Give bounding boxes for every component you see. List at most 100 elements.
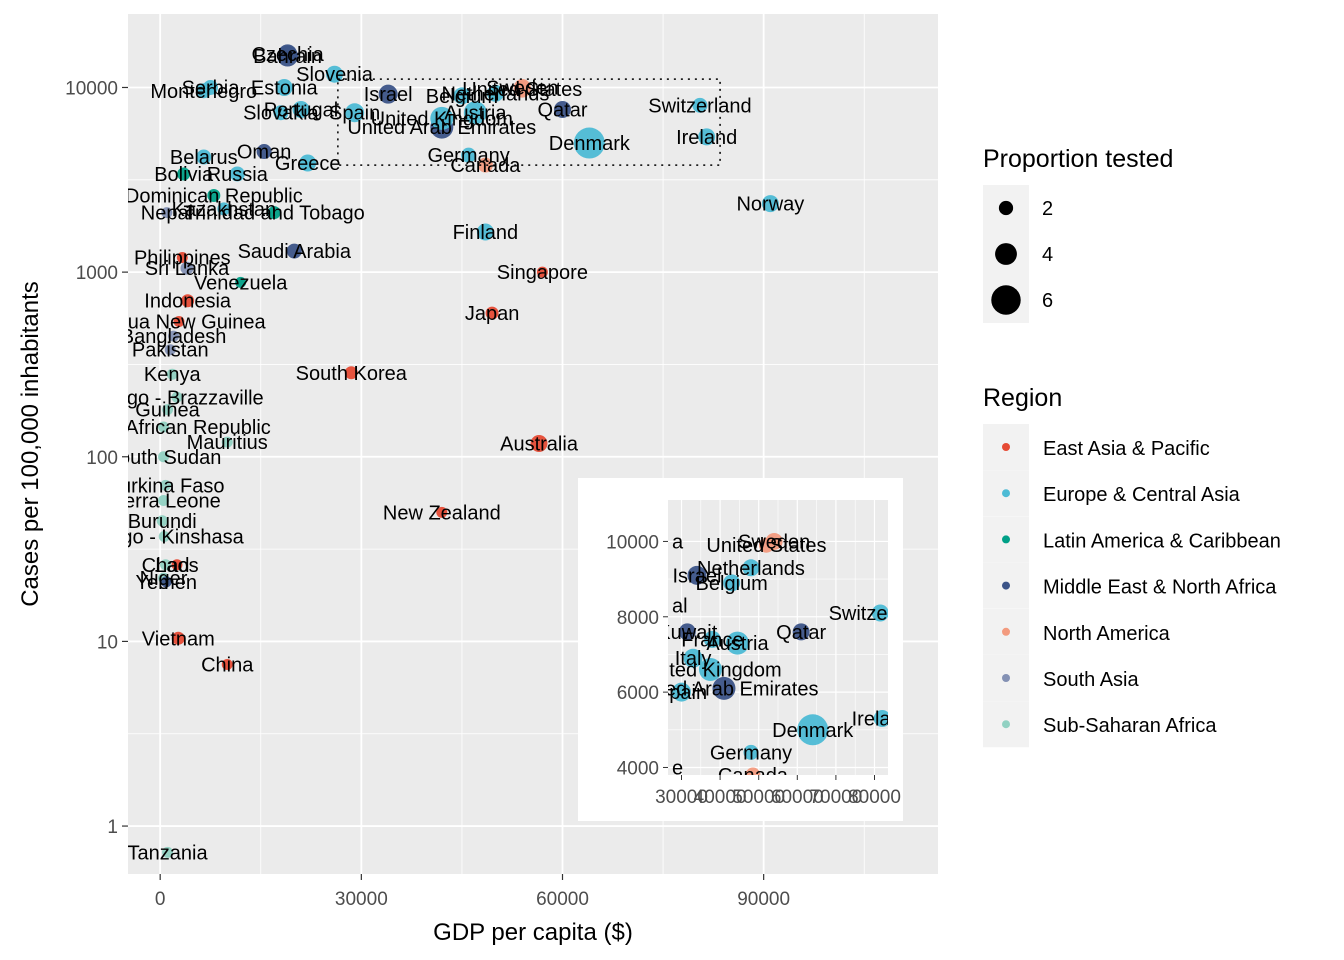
data-point (221, 436, 233, 448)
legend-color-label: Europe & Central Asia (1043, 484, 1241, 506)
data-point (486, 84, 504, 102)
data-point (378, 84, 398, 104)
x-tick-label: 60000 (536, 889, 589, 910)
data-point (530, 434, 548, 452)
point-label: South Korea (296, 363, 408, 385)
point-label: Burundi (128, 511, 197, 533)
inset-y-tick-label: 6000 (617, 683, 659, 704)
legend-size-title: Proportion tested (983, 145, 1173, 173)
inset-point-label: Israel (672, 565, 721, 587)
data-point (158, 451, 170, 463)
inset-point-label: United Arab Emirates (629, 678, 818, 700)
point-label: Greece (275, 153, 341, 175)
point-label: Netherlands (442, 83, 550, 105)
data-point (166, 368, 178, 380)
inset-point-label: Germany (710, 742, 792, 764)
point-label: Tanzania (128, 842, 209, 864)
point-label: Slovakia (243, 103, 319, 125)
point-label: Germany (428, 145, 510, 167)
data-point (476, 223, 494, 241)
data-point (463, 101, 487, 125)
data-point (273, 105, 289, 121)
point-label: Russia (207, 164, 269, 186)
point-label: Papua New Guinea (92, 312, 266, 334)
data-point (536, 266, 548, 278)
point-label: Nepal (141, 203, 193, 225)
point-label: Japan (465, 303, 520, 325)
legend-color-marker (1002, 674, 1010, 682)
data-point (171, 631, 185, 645)
data-point (345, 103, 365, 123)
point-label: China (201, 654, 254, 676)
data-point (430, 106, 454, 130)
data-point (196, 83, 212, 99)
inset-point-label: al (672, 595, 688, 617)
point-label: United Arab Emirates (347, 117, 536, 139)
point-label: Ireland (676, 127, 737, 149)
point-label: Central African Republic (56, 417, 271, 439)
inset-point-label: Denmark (772, 720, 854, 742)
point-label: Indonesia (144, 291, 232, 313)
inset-point-label: Belgium (696, 573, 768, 595)
point-label: Congo - Kinshasa (85, 526, 245, 548)
point-label: Singapore (497, 262, 588, 284)
legend-size-marker (991, 285, 1021, 315)
legend-color-label: South Asia (1043, 669, 1140, 691)
inset-point-label: Ireland (852, 708, 913, 730)
point-label: United States (462, 79, 582, 101)
legend-color-label: North America (1043, 623, 1171, 645)
point-label: Kazakhstan (172, 199, 277, 221)
data-point (299, 154, 317, 172)
data-point (217, 202, 231, 216)
data-point (485, 306, 499, 320)
legend-color-marker (1002, 535, 1010, 544)
inset-x-tick-label: 60000 (771, 787, 824, 808)
point-label: Trinidad and Tobago (184, 203, 365, 225)
legend-size-label: 2 (1042, 198, 1053, 220)
legend-region-title: Region (983, 384, 1062, 412)
inset-data-point (687, 565, 707, 585)
point-label: Norway (736, 194, 804, 216)
legend-size-label: 6 (1042, 290, 1053, 312)
point-label: Niger (140, 568, 188, 590)
data-point (477, 157, 493, 173)
point-label: Belarus (170, 147, 238, 169)
data-point (573, 127, 605, 159)
point-label: Dominican Republic (125, 186, 303, 208)
legend-color-marker (1002, 443, 1010, 451)
point-label: Venezuela (194, 272, 288, 294)
data-point (267, 206, 281, 220)
data-point (164, 344, 176, 356)
main-points (156, 44, 779, 858)
inset-x-tick-label: 70000 (809, 787, 862, 808)
inset-data-point (672, 682, 692, 702)
legend-size-marker (995, 243, 1017, 265)
point-label: Spain (329, 103, 380, 125)
point-label: Australia (500, 433, 579, 455)
point-label: Yemen (135, 572, 197, 594)
data-point (177, 167, 191, 181)
data-point (160, 576, 172, 588)
data-point (158, 494, 170, 506)
inset-x-tick-label: 30000 (655, 787, 708, 808)
inset-point-label: Switzerland (829, 603, 932, 625)
inset-data-point (703, 630, 721, 648)
point-label: Chad (142, 555, 190, 577)
point-label: Qatar (537, 99, 587, 121)
inset-data-point (723, 574, 741, 592)
inset-data-point (678, 623, 696, 641)
data-point (761, 195, 779, 213)
inset-point-label: Sweden (738, 531, 810, 553)
data-point (171, 559, 183, 571)
point-label: Mauritius (187, 432, 268, 454)
inset-x-tick-label: 40000 (694, 787, 747, 808)
data-point (698, 128, 716, 146)
point-label: Estonia (251, 77, 319, 99)
point-label: Finland (453, 222, 519, 244)
data-point (162, 846, 174, 858)
point-label: Switzerland (648, 95, 751, 117)
point-label: Bahrain (253, 46, 322, 68)
